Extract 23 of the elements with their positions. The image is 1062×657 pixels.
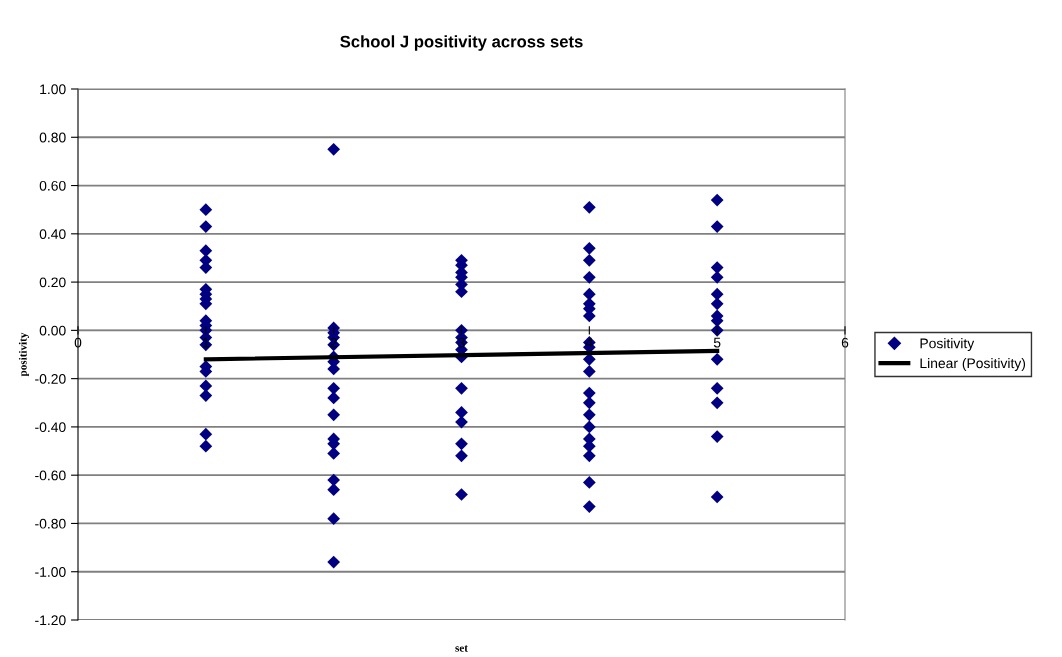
y-tick-label: -1.00 [35, 567, 66, 577]
y-axis-title: positivity [18, 332, 29, 377]
x-tick-label: 1 [203, 337, 210, 348]
y-tick-label: 0.60 [39, 180, 66, 191]
y-tick-label: -0.40 [35, 422, 66, 433]
x-tick-label: 5 [713, 337, 721, 348]
y-tick-label: 0.40 [39, 229, 66, 239]
x-tick-label: 6 [841, 337, 849, 348]
x-axis-title: set [455, 645, 468, 652]
y-tick-label: -0.20 [35, 373, 66, 384]
x-tick-label: 4 [585, 337, 593, 348]
y-tick-label: 0.20 [39, 277, 66, 288]
legend-label: Linear (Positivity) [920, 357, 1026, 371]
chart-title: School J positivity across sets [340, 35, 583, 51]
y-tick-label: -1.20 [35, 615, 66, 626]
y-tick-label: 1.00 [40, 84, 66, 95]
y-tick-label: -0.60 [35, 470, 66, 481]
x-tick-label: 2 [330, 337, 337, 348]
x-tick-label: 3 [458, 337, 465, 348]
y-tick-label: 0.00 [39, 325, 66, 336]
y-tick-label: 0.80 [39, 132, 66, 143]
y-tick-label: -0.80 [35, 518, 66, 529]
legend-label: Positivity [920, 338, 975, 352]
